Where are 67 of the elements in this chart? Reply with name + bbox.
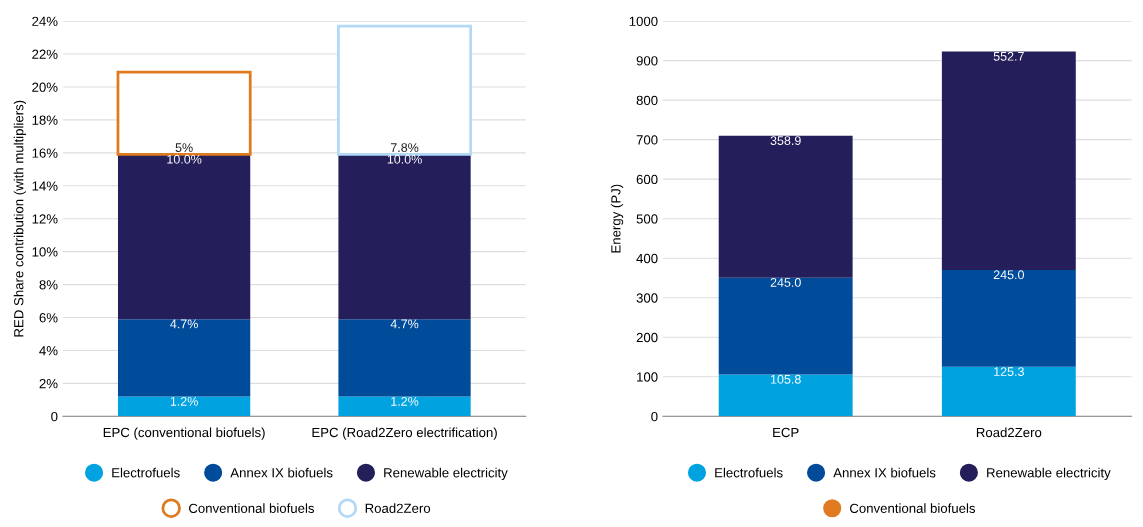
y-axis-title: RED Share contribution (with multipliers) — [13, 100, 27, 337]
bar — [117, 154, 251, 320]
data-label: 358.9 — [770, 136, 801, 145]
bar — [941, 366, 1076, 417]
y-tick-label: 700 — [636, 135, 658, 145]
data-label: 4.7% — [390, 319, 419, 329]
y-tick-label: 4% — [39, 346, 58, 356]
x-tick-label: Road2Zero — [976, 427, 1042, 438]
data-label: 552.7 — [993, 51, 1024, 61]
y-tick-label: 6% — [39, 313, 58, 323]
data-label: 10.0% — [387, 154, 422, 164]
data-label: 125.3 — [994, 367, 1024, 376]
y-tick-label: 800 — [636, 95, 658, 106]
bar — [718, 277, 853, 375]
y-tick-label: 900 — [636, 56, 658, 66]
bar — [337, 24, 473, 156]
y-tick-label: 8% — [39, 280, 58, 290]
y-tick-label: 2% — [39, 378, 58, 389]
y-tick-label: 16% — [32, 148, 58, 158]
data-label: 245.0 — [993, 270, 1024, 280]
data-label: 4.7% — [170, 319, 198, 329]
bar — [718, 374, 853, 417]
y-tick-label: 10% — [32, 247, 58, 257]
y-tick-label: 500 — [636, 214, 658, 224]
x-tick-label: ECP — [773, 427, 799, 438]
data-label: 245.0 — [770, 278, 801, 287]
y-tick-label: 20% — [32, 82, 58, 92]
y-tick-label: 0 — [651, 411, 658, 422]
y-tick-label: 14% — [32, 181, 58, 191]
legend-label: Renewable electricity — [987, 467, 1111, 481]
legend-label: Electrofuels — [112, 467, 180, 478]
legend-label: Electrofuels — [715, 467, 783, 478]
legend-label: Conventional biofuels — [189, 503, 315, 513]
y-tick-label: 400 — [636, 253, 658, 264]
bar — [718, 135, 853, 278]
data-label: 105.8 — [770, 374, 801, 384]
y-tick-label: 0 — [51, 411, 58, 422]
y-tick-label: 300 — [636, 293, 658, 303]
legend-label: Annex IX biofuels — [833, 467, 936, 478]
data-label: 5% — [175, 143, 193, 153]
y-tick-label: 1000 — [629, 16, 658, 26]
x-tick-label: EPC (conventional biofuels) — [103, 427, 265, 440]
data-label: 1.2% — [391, 396, 419, 406]
y-tick-label: 18% — [32, 115, 58, 125]
legend-label: Conventional biofuels — [850, 503, 976, 513]
y-tick-label: 24% — [32, 16, 58, 26]
bar — [338, 154, 471, 320]
y-tick-label: 22% — [32, 49, 58, 59]
bar — [117, 319, 251, 397]
legend-label: Road2Zero — [365, 503, 431, 513]
x-tick-label: EPC (Road2Zero electrification) — [312, 427, 497, 440]
data-label: 1.2% — [170, 396, 198, 406]
data-label: 7.8% — [390, 143, 419, 153]
bar — [117, 396, 251, 417]
legend-label: Renewable electricity — [384, 467, 508, 481]
bar — [116, 70, 252, 156]
bar — [338, 396, 471, 417]
y-tick-label: 12% — [32, 214, 58, 224]
y-tick-label: 100 — [637, 372, 658, 382]
bar — [941, 51, 1076, 270]
y-tick-label: 600 — [636, 174, 658, 185]
bar — [338, 319, 471, 397]
y-axis-title: Energy (PJ) — [610, 184, 624, 253]
legend-label: Annex IX biofuels — [230, 467, 333, 478]
data-label: 10.0% — [167, 154, 202, 164]
bar — [941, 269, 1076, 367]
y-tick-label: 200 — [636, 332, 658, 343]
